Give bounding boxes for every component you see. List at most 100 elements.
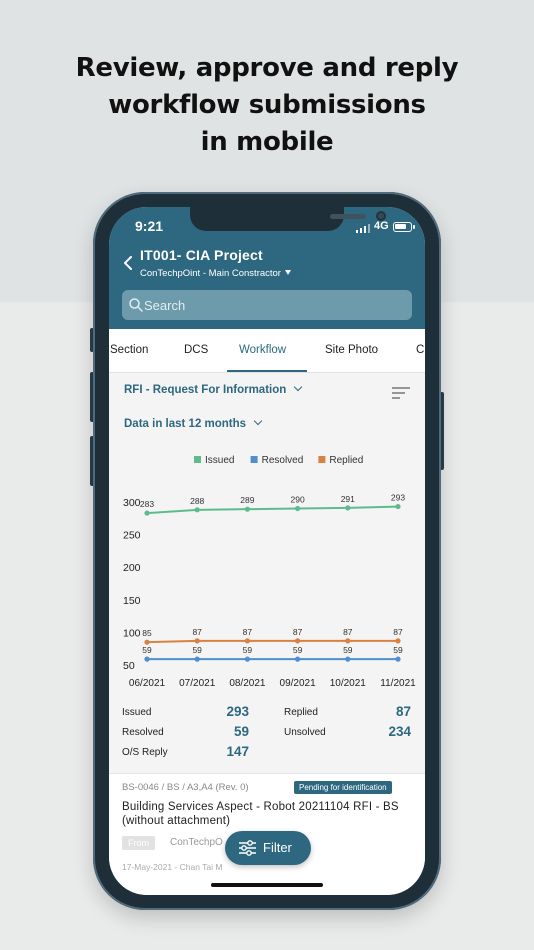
stat-replied-label: Replied: [284, 707, 318, 718]
data-label-issued: 288: [190, 496, 204, 506]
status-time: 9:21: [135, 218, 164, 234]
project-selector[interactable]: ConTechpOint - Main Constractor: [140, 268, 291, 279]
y-tick-label: 100: [123, 627, 141, 639]
x-tick-label: 08/2021: [229, 678, 266, 689]
from-name: ConTechpO: [170, 837, 223, 848]
data-point-replied: [144, 639, 150, 645]
legend-label-issued: Issued: [205, 455, 234, 466]
data-label-issued: 293: [391, 493, 405, 503]
data-point-issued: [244, 506, 250, 512]
project-title: IT001- CIA Project: [140, 247, 263, 263]
data-point-resolved: [295, 656, 301, 662]
search-input[interactable]: [144, 290, 404, 320]
legend-swatch-resolved: [250, 456, 258, 463]
tab-bar: Section DCS Workflow Site Photo C: [109, 329, 425, 373]
tab-more[interactable]: C: [416, 344, 425, 356]
phone-silent-switch: [90, 328, 94, 352]
data-label-replied: 87: [293, 627, 303, 637]
legend-swatch-replied: [318, 456, 326, 463]
type-dropdown[interactable]: RFI - Request For Information: [124, 382, 303, 396]
tab-dcs[interactable]: DCS: [184, 344, 209, 356]
speaker: [330, 214, 366, 219]
stat-replied-value: 87: [395, 704, 411, 719]
data-point-resolved: [395, 656, 401, 662]
period-dropdown[interactable]: Data in last 12 months: [124, 416, 263, 430]
data-label-resolved: 59: [293, 645, 303, 655]
stat-resolved-value: 59: [233, 724, 249, 739]
phone-power-button: [440, 392, 444, 470]
from-chip: From: [122, 836, 155, 850]
y-tick-label: 200: [123, 562, 141, 574]
data-point-resolved: [194, 656, 200, 662]
stat-os-reply-label: O/S Reply: [122, 747, 168, 758]
x-tick-label: 09/2021: [280, 678, 317, 689]
data-point-replied: [244, 638, 250, 644]
sort-icon[interactable]: [392, 387, 410, 399]
x-tick-label: 10/2021: [330, 678, 367, 689]
stat-issued-value: 293: [226, 704, 249, 719]
x-tick-label: 06/2021: [129, 678, 166, 689]
x-tick-label: 11/2021: [380, 678, 416, 689]
data-point-resolved: [244, 656, 250, 662]
signal-icon: [356, 223, 370, 233]
data-label-resolved: 59: [393, 645, 403, 655]
tab-site-photo[interactable]: Site Photo: [325, 344, 379, 356]
data-label-resolved: 59: [192, 645, 202, 655]
home-indicator[interactable]: [211, 883, 323, 887]
stat-resolved-label: Resolved: [122, 727, 164, 738]
y-tick-label: 150: [123, 595, 141, 607]
y-tick-label: 50: [123, 660, 135, 672]
battery-icon: [393, 222, 415, 232]
workflow-reference: BS-0046 / BS / A3,A4 (Rev. 0): [122, 782, 249, 793]
front-camera: [376, 211, 386, 221]
phone-volume-down: [90, 436, 94, 486]
data-point-issued: [194, 507, 200, 513]
data-point-resolved: [144, 656, 150, 662]
type-dropdown-label: RFI - Request For Information: [124, 384, 287, 396]
legend-label-replied: Replied: [329, 455, 363, 466]
chevron-down-icon: [253, 416, 263, 426]
sliders-icon: [239, 840, 256, 856]
active-tab-indicator: [227, 370, 307, 372]
legend-label-resolved: Resolved: [262, 455, 304, 466]
headline-line-2: workflow submissions: [108, 90, 426, 120]
headline-line-3: in mobile: [200, 127, 334, 157]
filter-button-label: Filter: [263, 840, 292, 855]
search-bar[interactable]: [122, 290, 412, 320]
workflow-title: Building Services Aspect - Robot 2021110…: [122, 801, 399, 827]
workflow-line-chart: Issued Resolved Replied 300 250 200 150 100 50 06…: [123, 455, 416, 689]
project-subtitle: ConTechpOint - Main Constractor: [140, 268, 281, 279]
y-tick-label: 300: [123, 497, 141, 509]
tab-section[interactable]: Section: [110, 344, 149, 356]
data-label-replied: 87: [243, 627, 253, 637]
stat-issued-label: Issued: [122, 707, 152, 718]
headline-line-1: Review, approve and reply: [75, 53, 459, 83]
data-label-issued: 289: [240, 495, 254, 505]
phone-volume-up: [90, 372, 94, 422]
data-label-resolved: 59: [243, 645, 253, 655]
data-label-replied: 87: [343, 627, 353, 637]
data-point-resolved: [345, 656, 351, 662]
data-point-replied: [345, 638, 351, 644]
filter-button[interactable]: Filter: [225, 831, 311, 865]
x-tick-label: 07/2021: [179, 678, 216, 689]
y-tick-label: 250: [123, 530, 141, 542]
series-line-issued: [146, 505, 399, 515]
status-badge: Pending for identification: [294, 781, 392, 794]
data-label-replied: 85: [142, 628, 152, 638]
data-point-issued: [345, 505, 351, 511]
stat-os-reply-value: 147: [226, 744, 249, 759]
data-label-issued: 290: [291, 495, 305, 505]
app-header: 9:21 4G IT001- CIA Project ConTechpOint …: [109, 207, 425, 329]
phone-screen: 9:21 4G IT001- CIA Project ConTechpOint …: [109, 207, 425, 895]
data-label-resolved: 59: [142, 645, 152, 655]
data-point-issued: [295, 505, 301, 512]
network-type: 4G: [374, 220, 389, 232]
data-point-replied: [194, 638, 200, 644]
data-label-issued: 291: [341, 494, 355, 504]
tab-workflow[interactable]: Workflow: [239, 344, 287, 356]
date-meta: 17-May-2021 - Chan Tai M: [122, 862, 223, 872]
back-arrow-icon[interactable]: [119, 251, 137, 275]
legend-swatch-issued: [194, 456, 201, 463]
stat-unsolved-label: Unsolved: [284, 727, 326, 738]
